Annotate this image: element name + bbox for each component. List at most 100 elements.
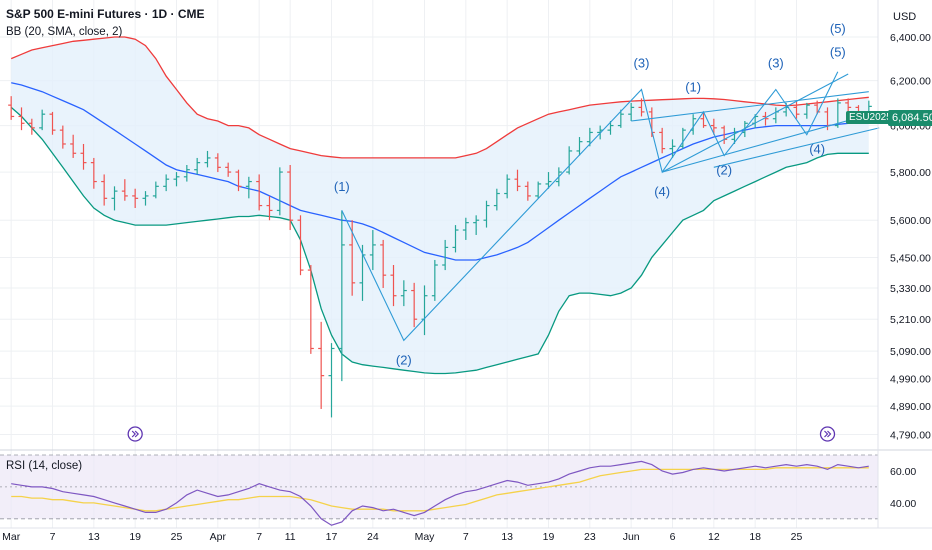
ohlc-bar bbox=[49, 111, 56, 135]
time-tick-label: Apr bbox=[210, 531, 227, 543]
ohlc-bar bbox=[245, 176, 252, 199]
ohlc-bar bbox=[307, 265, 314, 354]
ohlc-bar bbox=[566, 146, 573, 175]
time-tick-label: 6 bbox=[670, 531, 676, 543]
rsi-line bbox=[11, 460, 869, 526]
ohlc-bar bbox=[535, 181, 542, 199]
wave-label: (3) bbox=[634, 55, 650, 70]
wave-trendline-a bbox=[661, 73, 849, 173]
time-tick-label: 25 bbox=[171, 531, 183, 543]
ohlc-bar bbox=[101, 174, 108, 206]
ohlc-bar bbox=[411, 282, 418, 328]
price-tick-label: 4,990.00 bbox=[890, 373, 931, 385]
ohlc-bar bbox=[700, 111, 707, 128]
last-price-tag: ESU2025 6,084.50 bbox=[846, 110, 932, 126]
bollinger-upper-line bbox=[10, 36, 869, 159]
ohlc-bar bbox=[214, 153, 221, 173]
currency-label[interactable]: USD bbox=[893, 11, 917, 23]
wave-label: (4) bbox=[809, 141, 825, 156]
ohlc-bar bbox=[803, 102, 810, 119]
ohlc-bar bbox=[183, 164, 190, 182]
ohlc-bar bbox=[287, 164, 294, 231]
ohlc-bar bbox=[669, 139, 676, 158]
time-tick-label: May bbox=[415, 531, 436, 543]
time-tick-label: 23 bbox=[584, 531, 596, 543]
rsi-tick-label: 60.00 bbox=[890, 466, 916, 478]
ohlc-bar bbox=[266, 195, 273, 221]
jump-icon-arrow bbox=[824, 430, 832, 438]
jump-icon-arrow bbox=[131, 430, 140, 438]
ohlc-bar bbox=[710, 118, 717, 135]
symbol-title[interactable]: S&P 500 E-mini Futures · 1D · CME bbox=[6, 7, 205, 21]
ohlc-bar bbox=[328, 343, 335, 418]
time-tick-label: 19 bbox=[129, 531, 141, 543]
price-tick-label: 6,200.00 bbox=[890, 76, 931, 88]
jump-to-date-icon[interactable] bbox=[127, 426, 143, 442]
ohlc-bar bbox=[845, 98, 852, 112]
time-tick-label: Jun bbox=[623, 531, 640, 543]
ohlc-bar bbox=[173, 172, 180, 187]
price-tick-label: 4,890.00 bbox=[890, 401, 931, 413]
ohlc-bar bbox=[628, 102, 635, 121]
ohlc-bar bbox=[59, 125, 66, 149]
ohlc-bar bbox=[793, 100, 800, 119]
price-tick-label: 5,330.00 bbox=[890, 283, 931, 295]
ohlc-bar bbox=[493, 188, 500, 211]
time-tick-label: 24 bbox=[367, 531, 379, 543]
ohlc-bar bbox=[204, 150, 211, 168]
ohlc-bar bbox=[400, 280, 407, 307]
wave-label: (5) bbox=[830, 21, 846, 36]
wave-label: (1) bbox=[685, 80, 701, 95]
bollinger-fill bbox=[11, 37, 869, 374]
price-tick-label: 4,790.00 bbox=[890, 429, 931, 441]
time-tick-label: 7 bbox=[256, 531, 262, 543]
ohlc-bar bbox=[70, 134, 77, 158]
wave-label: (2) bbox=[716, 162, 732, 177]
price-tick-label: 6,400.00 bbox=[890, 32, 931, 44]
price-tick-label: 5,800.00 bbox=[890, 167, 931, 179]
ohlc-bar bbox=[297, 215, 304, 276]
price-tick-label: 5,450.00 bbox=[890, 252, 931, 264]
price-tick-label: 5,090.00 bbox=[890, 346, 931, 358]
wave-label: (3) bbox=[768, 55, 784, 70]
ohlc-bar bbox=[514, 169, 521, 192]
time-tick-label: 19 bbox=[543, 531, 555, 543]
price-tick-label: 5,600.00 bbox=[890, 215, 931, 227]
wave-label: (1) bbox=[334, 179, 350, 194]
ohlc-bar bbox=[18, 107, 25, 131]
jump-to-date-icon[interactable] bbox=[819, 426, 836, 442]
wave-label: (2) bbox=[396, 353, 412, 368]
ohlc-bar bbox=[638, 98, 645, 117]
ohlc-bar bbox=[142, 191, 149, 206]
ohlc-bar bbox=[111, 186, 118, 211]
bollinger-basis-line bbox=[11, 82, 869, 261]
wave-trendline-b bbox=[662, 111, 880, 173]
time-tick-label: 17 bbox=[326, 531, 338, 543]
time-tick-label: 25 bbox=[791, 531, 803, 543]
time-tick-label: 13 bbox=[88, 531, 100, 543]
indicator-legend[interactable]: BB (20, SMA, close, 2) bbox=[6, 26, 123, 38]
rsi-legend[interactable]: RSI (14, close) bbox=[6, 460, 83, 472]
ohlc-bar bbox=[617, 109, 624, 128]
ohlc-bar bbox=[39, 109, 46, 131]
ohlc-bar bbox=[121, 179, 128, 201]
ohlc-bar bbox=[659, 127, 666, 154]
ohlc-bar bbox=[380, 239, 387, 288]
ohlc-bar bbox=[452, 225, 459, 253]
ohlc-bar bbox=[338, 210, 345, 382]
channel-lower-line bbox=[713, 127, 880, 168]
ohlc-bar bbox=[194, 157, 201, 175]
time-tick-label: 11 bbox=[285, 531, 296, 543]
ohlc-bar bbox=[90, 157, 97, 189]
wave-label: (4) bbox=[654, 184, 670, 199]
ohlc-bar bbox=[586, 127, 593, 147]
ohlc-bar bbox=[545, 172, 552, 189]
ohlc-bar bbox=[276, 167, 283, 216]
ohlc-bar bbox=[8, 96, 15, 120]
ohlc-bar bbox=[256, 174, 263, 211]
ohlc-bar bbox=[225, 162, 232, 177]
ohlc-bar bbox=[483, 200, 490, 228]
time-tick-label: 7 bbox=[50, 531, 56, 543]
